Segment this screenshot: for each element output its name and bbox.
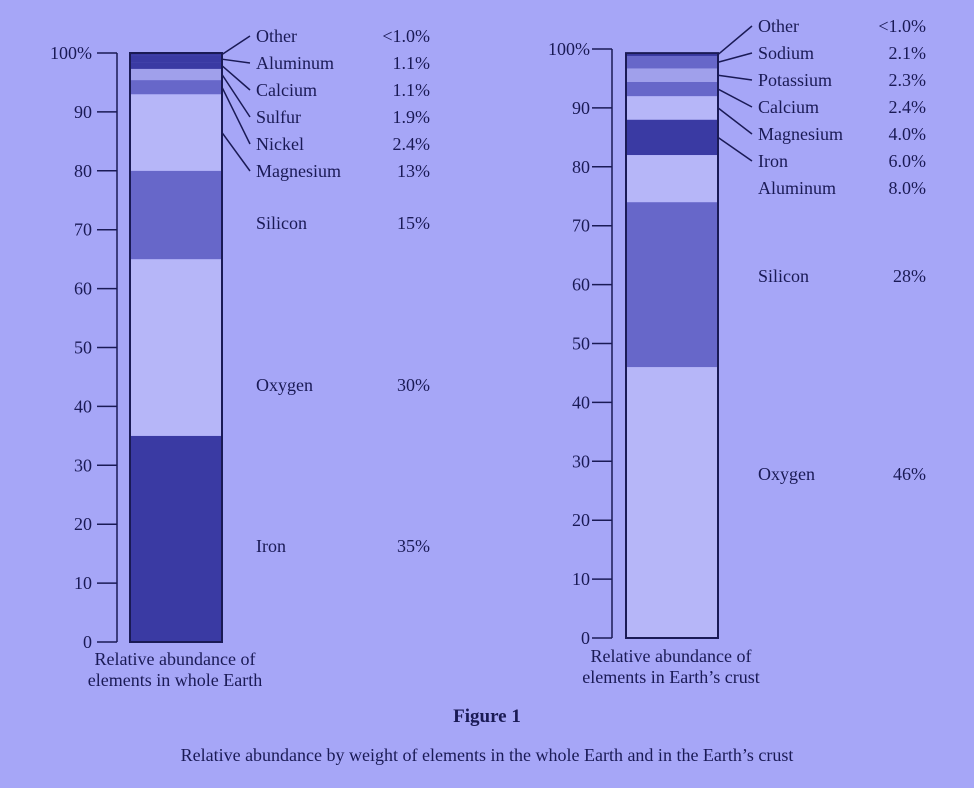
chart1-label-value-iron: 35% (397, 536, 430, 556)
chart1-label-value-calcium: 1.1% (393, 80, 431, 100)
chart1-bar-outline (129, 52, 223, 643)
chart2-y-tick-label: 10 (572, 569, 590, 589)
chart1-y-tick-label: 90 (74, 102, 92, 122)
chart2-label-value-iron: 6.0% (889, 151, 927, 171)
chart2-callout-line-other (717, 25, 753, 56)
chart1-bar-segment-sulfur (130, 68, 222, 81)
chart2-label-value-potassium: 2.3% (889, 70, 927, 90)
chart2-label-name-other: Other (758, 16, 799, 36)
chart2-label-name-calcium: Calcium (758, 97, 819, 117)
chart2-x-caption-line: elements in Earth’s crust (582, 667, 759, 687)
chart2-label-name-oxygen: Oxygen (758, 464, 815, 484)
chart1-bar-segment-silicon (130, 170, 222, 260)
chart1-label-name-iron: Iron (256, 536, 286, 556)
chart1-y-tick-label: 70 (74, 220, 92, 240)
chart2-y-tick-label: 80 (572, 157, 590, 177)
chart1-bar-segment-other (130, 53, 222, 56)
chart1-label-name-magnesium: Magnesium (256, 161, 341, 181)
chart1-y-tick-label: 100% (50, 43, 92, 63)
chart1-callout-line-nickel (221, 86, 251, 145)
chart2-callout-line-iron (717, 136, 753, 162)
chart1-label-name-aluminum: Aluminum (256, 53, 334, 73)
chart1-label-value-oxygen: 30% (397, 375, 430, 395)
chart2-bar-outline (625, 52, 719, 640)
chart1-label-value-other: <1.0% (382, 26, 430, 46)
chart1-bar-segment-calcium (130, 62, 222, 69)
chart2-callout-line-magnesium (717, 107, 753, 135)
chart2-label-name-potassium: Potassium (758, 70, 832, 90)
chart2-bar-segment-aluminum (626, 155, 718, 203)
chart1-x-caption-line: Relative abundance of (95, 649, 256, 669)
chart2-label-value-magnesium: 4.0% (889, 124, 927, 144)
chart2-label-name-magnesium: Magnesium (758, 124, 843, 144)
chart2-label-value-calcium: 2.4% (889, 97, 927, 117)
chart1-y-tick-label: 50 (74, 338, 92, 358)
chart1-bar-segment-magnesium (130, 94, 222, 171)
chart2-y-tick-label: 100% (548, 39, 590, 59)
chart2-label-value-aluminum: 8.0% (889, 178, 927, 198)
chart1-y-tick-label: 20 (74, 514, 92, 534)
chart2-y-tick-label: 30 (572, 451, 590, 471)
chart2-y-tick-label: 50 (572, 334, 590, 354)
chart1-label-value-nickel: 2.4% (393, 134, 431, 154)
chart2-y-tick-label: 90 (572, 98, 590, 118)
chart1-callout-line-other (221, 35, 251, 56)
chart1-callout-line-aluminum (221, 58, 251, 64)
figure-title: Figure 1 (453, 706, 521, 727)
chart1-bar-segment-oxygen (130, 259, 222, 436)
chart2-bar-segment-iron (626, 119, 718, 156)
chart2-y-tick-label: 0 (581, 628, 590, 648)
chart1-x-caption-line: elements in whole Earth (88, 670, 262, 690)
chart2-bar-segment-magnesium (626, 96, 718, 120)
chart2-bar-segment-calcium (626, 81, 718, 97)
chart2-callout-line-calcium (717, 88, 753, 108)
chart1-label-name-calcium: Calcium (256, 80, 317, 100)
chart1-callout-line-calcium (221, 65, 251, 91)
chart2-label-value-other: <1.0% (878, 16, 926, 36)
chart2-y-tick-label: 40 (572, 392, 590, 412)
chart1-bar-segment-aluminum (130, 55, 222, 63)
stacked-bar-charts: 0 10 20 30 40 50 60 70 80 90 100% Other <1.0% Aluminu… (50, 16, 927, 690)
chart1-callout-line-sulfur (221, 74, 251, 118)
chart1-label-value-magnesium: 13% (397, 161, 430, 181)
chart1-label-value-aluminum: 1.1% (393, 53, 431, 73)
chart1-y-tick-label: 40 (74, 396, 92, 416)
chart2-y-tick-label: 60 (572, 275, 590, 295)
chart1-label-value-silicon: 15% (397, 213, 430, 233)
chart2-bar-segment-oxygen (626, 367, 718, 638)
chart2-label-name-sodium: Sodium (758, 43, 814, 63)
chart2-label-value-silicon: 28% (893, 266, 926, 286)
chart1-label-name-nickel: Nickel (256, 134, 304, 154)
chart1-y-tick-label: 10 (74, 573, 92, 593)
chart2-label-name-iron: Iron (758, 151, 788, 171)
chart1-label-name-oxygen: Oxygen (256, 375, 313, 395)
chart1-y-tick-label: 60 (74, 279, 92, 299)
chart1-y-tick-label: 80 (74, 161, 92, 181)
chart2-bar-segment-other (626, 53, 718, 57)
chart1-y-tick-label: 0 (83, 632, 92, 652)
chart1-bar-segment-nickel (130, 80, 222, 95)
chart2-label-value-oxygen: 46% (893, 464, 926, 484)
chart2-callout-line-sodium (717, 52, 753, 63)
chart2-bar-segment-silicon (626, 202, 718, 368)
chart1-label-name-other: Other (256, 26, 297, 46)
chart2-y-tick-label: 20 (572, 510, 590, 530)
chart1-callout-line-magnesium (221, 132, 251, 172)
chart2-callout-line-potassium (717, 74, 753, 81)
chart2-bar-segment-potassium (626, 68, 718, 82)
chart2-label-name-aluminum: Aluminum (758, 178, 836, 198)
chart2-y-tick-label: 70 (572, 216, 590, 236)
chart2-x-caption-line: Relative abundance of (591, 646, 752, 666)
chart2-label-value-sodium: 2.1% (889, 43, 927, 63)
figure-caption: Relative abundance by weight of elements… (180, 745, 794, 765)
chart1-label-value-sulfur: 1.9% (393, 107, 431, 127)
chart2-bar-segment-sodium (626, 56, 718, 69)
chart1-bar-segment-iron (130, 435, 222, 642)
chart1-y-tick-label: 30 (74, 455, 92, 475)
chart1-label-name-silicon: Silicon (256, 213, 307, 233)
chart2-label-name-silicon: Silicon (758, 266, 809, 286)
chart1-label-name-sulfur: Sulfur (256, 107, 301, 127)
